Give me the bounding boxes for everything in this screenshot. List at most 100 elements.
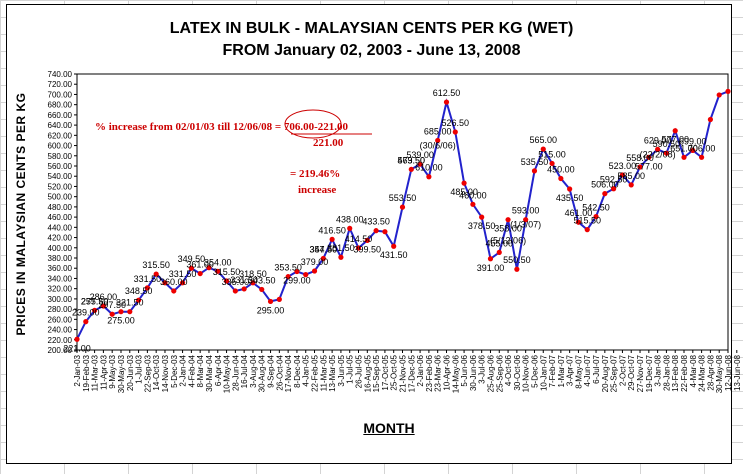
data-label: 699.00 <box>679 136 707 146</box>
x-tick-label: 8-Dec-04 <box>293 354 302 387</box>
x-tick-label: 30-Mar-04 <box>205 354 214 391</box>
data-label: 479.50 <box>398 155 426 165</box>
y-tick-label: 600.00 <box>48 142 73 151</box>
x-tick-label: 4-Mar-08 <box>689 354 698 387</box>
data-point <box>663 150 670 156</box>
data-label: 361.00 <box>186 260 214 270</box>
data-point <box>505 217 511 223</box>
data-label: 335.00 <box>222 277 250 287</box>
data-point <box>540 146 546 152</box>
data-label: 526.50 <box>442 118 470 128</box>
x-tick-label: 23-Mar-06 <box>434 354 443 391</box>
data-point <box>382 229 388 235</box>
x-tick-label: 5-Dec-06 <box>530 354 539 387</box>
data-label: 378.50 <box>468 221 496 231</box>
data-point <box>637 164 643 170</box>
x-tick-label: 30-May-03 <box>117 354 126 393</box>
data-label: 416.50 <box>318 225 346 235</box>
data-label: 348.50 <box>125 286 153 296</box>
annotation-result-word: increase <box>298 184 336 196</box>
data-label: 610.00 <box>415 163 443 173</box>
data-point <box>338 254 344 260</box>
data-point <box>426 174 432 180</box>
x-tick-label: 20-Jun-03 <box>126 354 135 391</box>
data-point <box>690 147 696 154</box>
x-tick-label: 8-May-07 <box>574 354 583 388</box>
data-label: 577.00 <box>635 161 663 171</box>
data-point <box>575 219 582 225</box>
y-tick-label: 540.00 <box>48 172 73 181</box>
data-label: 506.00 <box>591 180 619 190</box>
data-point <box>329 236 335 242</box>
y-tick-label: 680.00 <box>48 101 73 110</box>
y-tick-label: 320.00 <box>48 285 73 294</box>
x-tick-label: 14-May-06 <box>451 354 460 393</box>
x-tick-label: 21-Nov-05 <box>399 354 408 392</box>
data-markers <box>74 88 731 342</box>
data-point <box>197 270 203 277</box>
x-tick-label: 3-Apr-07 <box>566 354 575 386</box>
y-tick-label: 580.00 <box>48 152 73 161</box>
data-point <box>74 336 80 342</box>
x-tick-label: 30-Oct-06 <box>513 354 522 390</box>
data-point <box>303 272 309 278</box>
x-tick-label: 3-Jun-05 <box>337 354 346 386</box>
data-point <box>523 217 529 223</box>
data-point <box>118 309 124 315</box>
x-tick-label: 25-Oct-05 <box>390 354 399 390</box>
data-point <box>681 154 687 160</box>
data-point <box>127 309 133 315</box>
data-point <box>294 268 300 275</box>
y-tick-label: 400.00 <box>48 244 73 253</box>
data-point <box>83 319 89 325</box>
x-tick-label: 9-May-03 <box>108 354 117 388</box>
data-point <box>655 146 661 152</box>
x-axis: 2-Jan-03 19-Feb-03 11-Mar-03 11-Apr-03 9-May… <box>73 350 742 393</box>
x-tick-label: 16-Aug-05 <box>363 354 372 392</box>
data-point <box>162 280 168 286</box>
data-point <box>179 280 186 286</box>
y-tick-label: 740.00 <box>48 70 73 79</box>
data-label: 315.50 <box>213 267 241 277</box>
data-label: 399.50 <box>354 244 382 254</box>
x-tick-label: 20-Aug-07 <box>601 354 610 392</box>
y-tick-label: 520.00 <box>48 182 73 191</box>
x-tick-label: 17-Nov-04 <box>284 354 293 392</box>
data-label: 354.00 <box>204 257 232 267</box>
data-label: 318.50 <box>239 269 267 279</box>
data-label: 535.50 <box>521 157 549 167</box>
x-tick-label: 17-Dec-05 <box>407 354 416 392</box>
data-label: 592.50 <box>600 175 628 185</box>
data-label: 349.50 <box>178 254 206 264</box>
data-point <box>514 266 520 272</box>
data-label: 239.00 <box>72 308 100 318</box>
data-label: 431.50 <box>380 250 408 260</box>
x-tick-label: 5-Dec-03 <box>170 354 179 387</box>
data-point <box>417 161 423 167</box>
data-point <box>602 191 608 197</box>
data-label: 414.50 <box>345 234 373 244</box>
data-label: 565.00 <box>529 135 557 145</box>
x-tick-label: 13-Jun-08 <box>733 354 742 391</box>
data-point <box>285 274 291 280</box>
data-label: 585.00 <box>617 171 645 181</box>
x-tick-label: 26-Jul-05 <box>355 354 364 388</box>
data-point <box>311 268 318 274</box>
y-tick-label: 220.00 <box>48 336 73 345</box>
y-tick-label: 200.00 <box>48 346 73 355</box>
data-label: 353.50 <box>274 263 302 273</box>
annotation-formula: % increase from 02/01/03 till 12/06/08 =… <box>95 121 349 133</box>
y-tick-label: 480.00 <box>48 203 73 212</box>
x-tick-label: 11-Apr-03 <box>99 354 108 390</box>
data-label: 255.50 <box>81 296 109 306</box>
data-point <box>470 201 476 207</box>
data-point <box>619 172 626 178</box>
data-label: 221.00 <box>63 343 91 353</box>
y-tick-label: 440.00 <box>48 223 73 232</box>
x-tick-label: 11-Mar-05 <box>319 354 328 391</box>
data-point <box>355 245 362 251</box>
y-tick-label: 240.00 <box>48 326 73 335</box>
data-point <box>408 166 414 172</box>
